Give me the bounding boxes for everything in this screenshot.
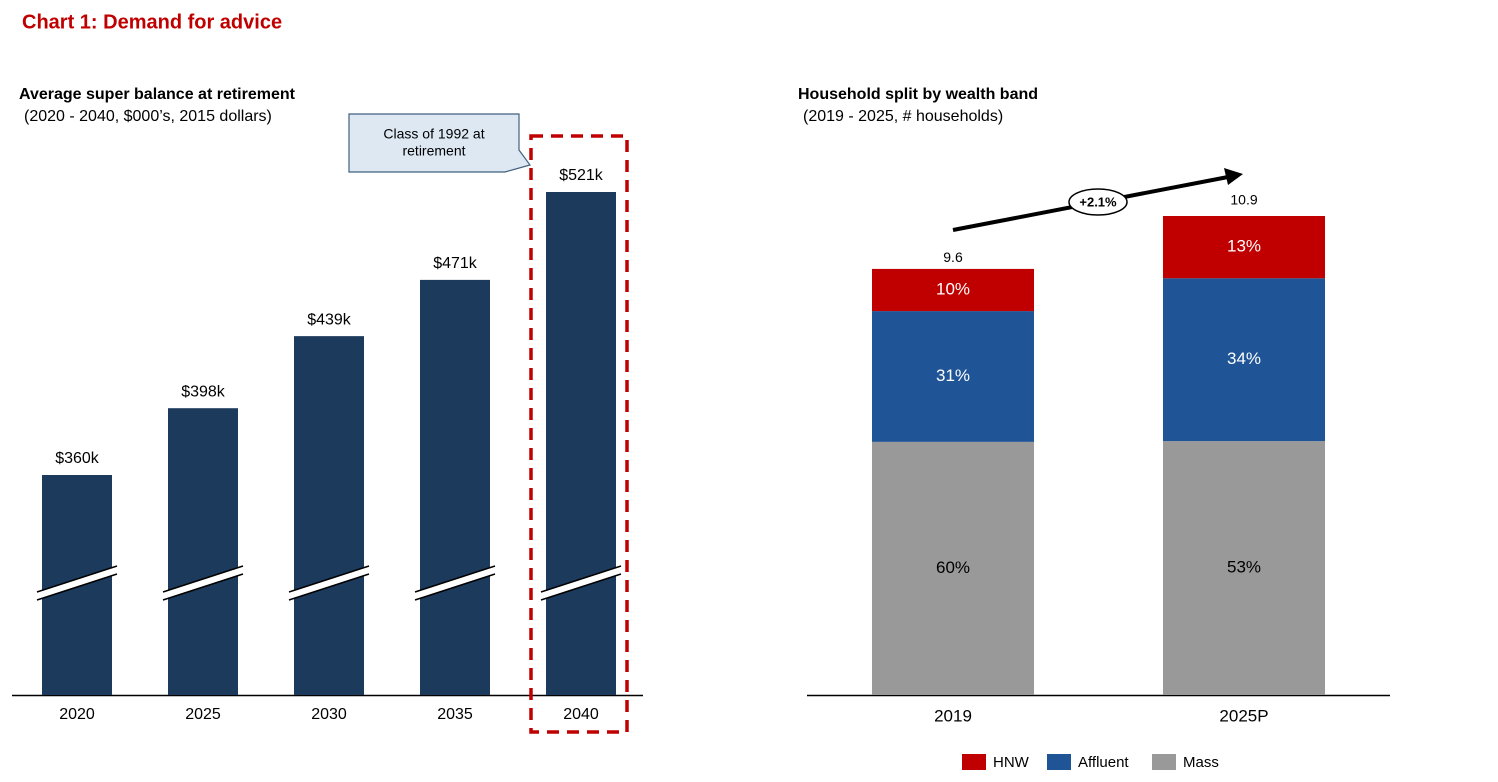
axis-break-line [414,565,496,593]
chart-subtitle: (2020 - 2040, $000’s, 2015 dollars) [24,108,272,125]
annotation: Class of 1992 at retirement [383,125,484,158]
x-tick-label: 2025P [1219,706,1268,725]
data-label: 34% [1227,349,1261,368]
bar-segment [872,441,1034,695]
data-label: $521k [559,167,604,184]
x-tick-label: 2040 [563,706,599,723]
callout [348,113,531,173]
data-label: 13% [1227,237,1261,256]
axis-break [289,566,369,600]
bar-segment [1163,278,1325,442]
axis-break [541,566,621,600]
axis-break-line [288,565,370,593]
bar [546,192,616,695]
data-label: 60% [936,558,970,577]
data-label: 10% [936,279,970,298]
arrow-head [1224,168,1243,185]
data-label: 53% [1227,558,1261,577]
bar-segment [1163,441,1325,695]
axis-break-line [162,573,244,601]
bar [294,336,364,695]
total-label: 9.6 [943,249,963,265]
bar [168,408,238,695]
axis-break-line [288,573,370,601]
highlight-box [529,134,629,734]
bar-segment [872,311,1034,442]
annotation: +2.1% [1079,194,1117,209]
data-label: 31% [936,366,970,385]
page-title: Chart 1: Demand for advice [22,11,282,33]
data-label: $439k [307,311,352,328]
bar-segment [872,268,1034,312]
chart-title: Household split by wealth band [798,86,1038,103]
data-label: $398k [181,383,226,400]
annotation-line: Class of 1992 at [383,125,484,141]
legend-swatch [1152,754,1176,770]
total-label: 10.9 [1230,192,1257,208]
axis-break-line [540,565,622,593]
legend-label: HNW [993,754,1030,771]
axis-break-line [162,565,244,593]
axis-break-line [36,573,118,601]
data-label: $360k [55,450,100,467]
x-tick-label: 2019 [934,706,972,725]
x-tick-label: 2025 [185,706,221,723]
legend-swatch [1047,754,1071,770]
chart-subtitle: (2019 - 2025, # households) [803,108,1003,125]
data-label: $471k [433,255,478,272]
bar-segment [1163,216,1325,279]
axis-break-line [414,573,496,601]
x-tick-label: 2020 [59,706,95,723]
growth-badge [1068,188,1128,216]
axis-break [163,566,243,600]
x-tick-label: 2035 [437,706,473,723]
legend-label: Mass [1183,754,1219,771]
chart-title: Average super balance at retirement [19,86,296,103]
legend-swatch [962,754,986,770]
axis-break-line [540,573,622,601]
annotation-line: retirement [402,142,465,158]
x-tick-label: 2030 [311,706,347,723]
axis-break [415,566,495,600]
legend-label: Affluent [1078,754,1129,771]
axis-break [37,566,117,600]
bar [420,279,490,695]
axis-break-line [36,565,118,593]
